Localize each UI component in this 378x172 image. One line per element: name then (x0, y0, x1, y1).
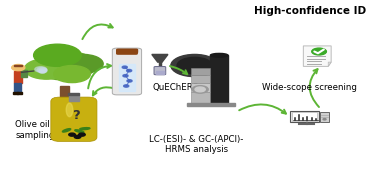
Polygon shape (152, 54, 168, 62)
Circle shape (35, 67, 46, 72)
Bar (191, 83, 211, 92)
Circle shape (79, 133, 85, 136)
Circle shape (323, 119, 326, 120)
Ellipse shape (211, 53, 228, 57)
Bar (14, 72, 22, 83)
Circle shape (171, 54, 218, 77)
FancyBboxPatch shape (117, 49, 137, 54)
Text: Wide-scope screening: Wide-scope screening (262, 83, 357, 92)
Bar (292, 112, 317, 121)
Circle shape (122, 66, 127, 68)
Text: High-confidence ID: High-confidence ID (254, 6, 366, 16)
Bar (60, 86, 70, 101)
Text: ?: ? (72, 109, 80, 121)
Bar (13, 92, 18, 94)
Bar (69, 95, 79, 101)
Bar (17, 83, 21, 93)
Circle shape (127, 80, 132, 82)
Circle shape (192, 86, 208, 93)
Polygon shape (303, 46, 331, 66)
Text: LC-(ESI)- & GC-(APCI)-
HRMS analysis: LC-(ESI)- & GC-(APCI)- HRMS analysis (149, 135, 244, 154)
Bar (156, 72, 164, 74)
Circle shape (177, 57, 212, 74)
Circle shape (25, 59, 68, 79)
Bar (191, 75, 211, 83)
Bar (320, 112, 329, 122)
Circle shape (312, 48, 326, 55)
Bar (14, 83, 17, 93)
Circle shape (39, 71, 45, 73)
Circle shape (69, 133, 75, 136)
Circle shape (12, 64, 25, 71)
Bar (68, 93, 79, 95)
Bar (290, 111, 319, 122)
Bar (14, 64, 22, 66)
Bar (211, 55, 228, 103)
FancyBboxPatch shape (51, 97, 97, 141)
Bar (119, 64, 135, 91)
Circle shape (74, 135, 81, 138)
Bar (191, 92, 211, 103)
Ellipse shape (80, 128, 90, 130)
Bar (187, 103, 235, 106)
Circle shape (37, 68, 47, 72)
Ellipse shape (62, 129, 71, 132)
Circle shape (34, 44, 81, 66)
Text: Olive oil
sampling: Olive oil sampling (15, 120, 55, 139)
Circle shape (123, 75, 128, 77)
Circle shape (54, 66, 90, 83)
Bar (21, 70, 28, 77)
Bar (117, 49, 137, 52)
Ellipse shape (66, 103, 73, 117)
Text: QuEChERS: QuEChERS (153, 83, 199, 92)
Ellipse shape (75, 130, 84, 133)
Circle shape (127, 69, 132, 72)
Circle shape (124, 85, 129, 87)
Circle shape (34, 51, 96, 80)
Bar (191, 68, 211, 75)
FancyBboxPatch shape (154, 67, 166, 75)
Circle shape (63, 54, 103, 73)
Bar (17, 92, 22, 94)
Circle shape (39, 69, 46, 73)
Circle shape (195, 87, 205, 92)
Circle shape (38, 68, 47, 73)
Polygon shape (328, 62, 331, 66)
FancyBboxPatch shape (112, 48, 142, 95)
